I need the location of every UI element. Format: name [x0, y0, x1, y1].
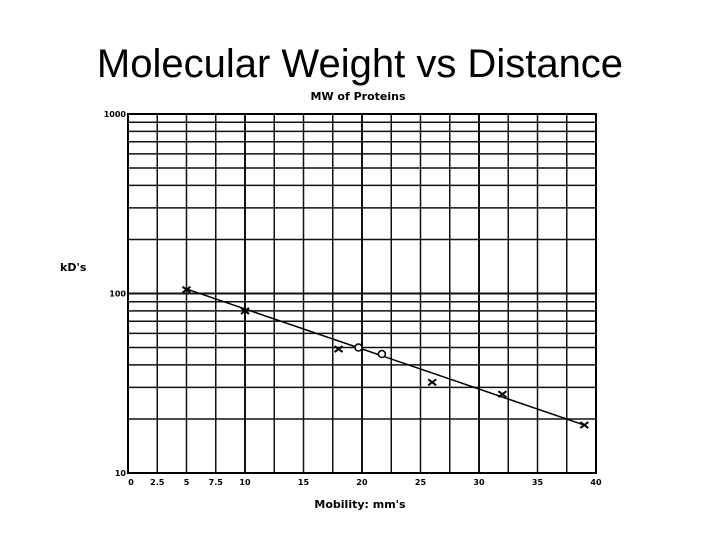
- data-point-x: [334, 345, 344, 353]
- x-tick-label: 30: [473, 478, 485, 487]
- slide-title: Molecular Weight vs Distance: [96, 42, 624, 86]
- x-tick-label: 25: [415, 478, 427, 487]
- y-tick-label: 10: [115, 469, 127, 478]
- data-point-circle: [377, 349, 387, 359]
- x-axis-label: Mobility: mm's: [314, 498, 406, 511]
- fit-line: [186, 288, 585, 426]
- x-tick-label: 2.5: [150, 478, 165, 487]
- y-tick-label: 1000: [104, 110, 127, 119]
- x-tick-label: 20: [356, 478, 368, 487]
- data-point-circle: [354, 343, 363, 352]
- x-tick-label: 7.5: [209, 478, 224, 487]
- data-point-x: [579, 421, 589, 429]
- data-point-x: [427, 378, 437, 387]
- y-axis-label: kD's: [60, 261, 87, 274]
- x-tick-label: 35: [532, 478, 544, 487]
- data-point-x: [181, 285, 192, 294]
- plot-frame: [127, 113, 597, 474]
- data-point-x: [240, 307, 250, 315]
- x-tick-label: 5: [184, 478, 190, 487]
- x-tick-label: 40: [590, 478, 602, 487]
- y-tick-label: 100: [109, 290, 126, 299]
- data-point-x: [497, 390, 507, 398]
- x-tick-label: 10: [239, 478, 251, 487]
- chart-title: MW of Proteins: [311, 90, 406, 103]
- x-tick-label: 0: [128, 478, 134, 487]
- x-tick-label: 15: [298, 478, 310, 487]
